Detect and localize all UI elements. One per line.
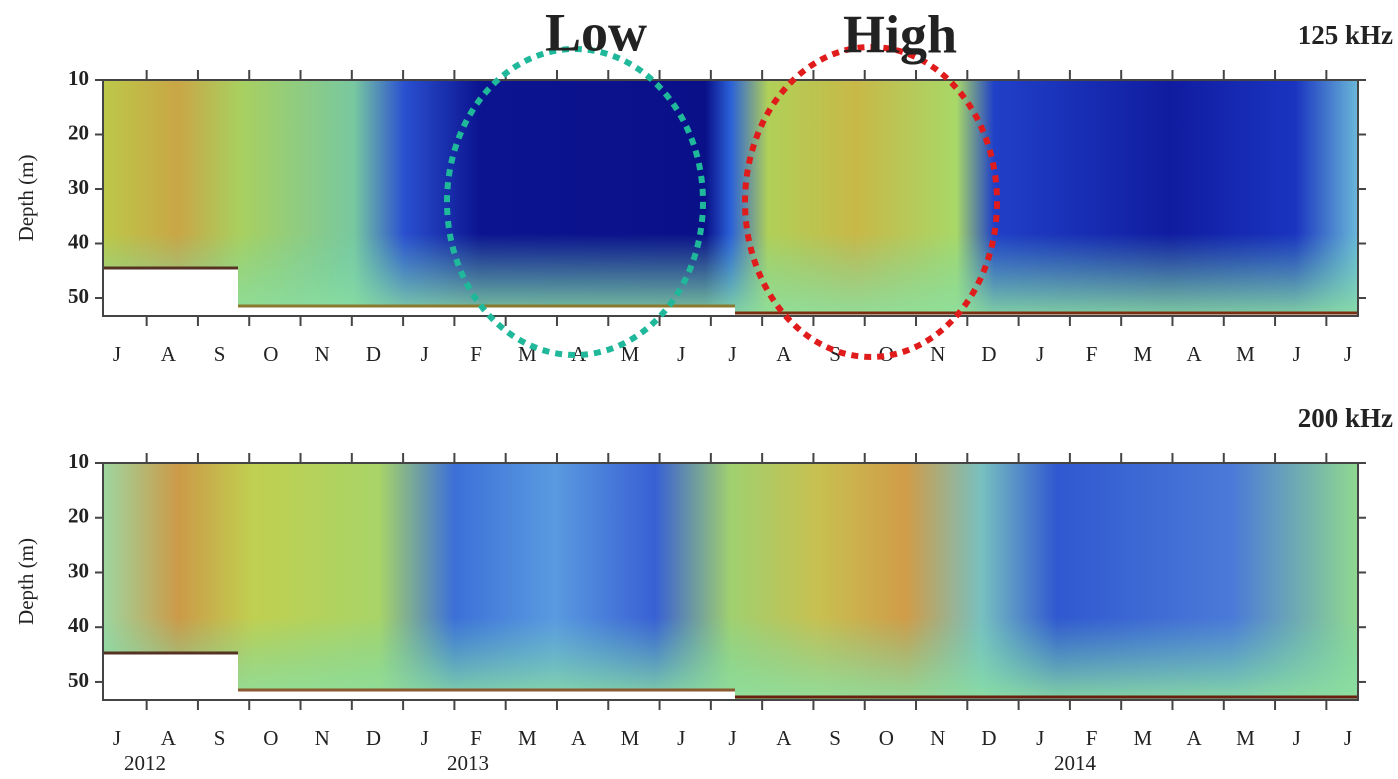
x-tick-label: A [776,726,792,750]
x-tick-label: M [1236,726,1255,750]
x-tick-label: A [776,342,792,366]
below-seafloor [104,653,238,699]
x-tick-label: N [315,726,330,750]
x-tick-label: F [470,342,482,366]
below-seafloor [104,268,238,315]
x-tick-label: M [1236,342,1255,366]
x-tick-label: M [621,726,640,750]
x-tick-label: J [113,342,121,366]
x-tick-label: J [728,726,736,750]
panel-2-image [103,463,1358,700]
x-tick-label: O [879,342,894,366]
echogram-shade [103,80,1358,316]
x-tick-label: J [1344,726,1352,750]
x-tick-label: N [930,726,945,750]
x-tick-label: D [981,726,996,750]
y-tick-label: 40 [68,613,89,637]
y-axis-label: Depth (m) [14,155,38,242]
y-tick-label: 20 [68,504,89,528]
year-label: 2012 [124,751,166,775]
x-tick-label: J [421,342,429,366]
x-tick-label: J [677,342,685,366]
x-tick-label: N [930,342,945,366]
x-tick-label: J [1036,726,1044,750]
x-tick-label: J [421,726,429,750]
x-tick-label: M [1133,342,1152,366]
year-label: 2013 [447,751,489,775]
annotation-label: Low [545,2,647,62]
x-tick-label: J [1293,342,1301,366]
y-tick-label: 40 [68,229,89,253]
x-tick-label: A [161,726,177,750]
below-seafloor [238,307,735,315]
plot-frame [102,79,1359,317]
y-tick-label: 10 [68,449,89,473]
y-tick-label: 20 [68,120,89,144]
x-tick-label: J [1293,726,1301,750]
x-tick-label: M [621,342,640,366]
x-tick-label: S [214,342,226,366]
x-tick-label: D [366,342,381,366]
x-tick-label: J [728,342,736,366]
x-tick-label: F [470,726,482,750]
x-tick-label: S [829,342,841,366]
panel-title: 125 kHz [1298,20,1393,50]
panel-title: 200 kHz [1298,403,1393,433]
x-tick-label: A [571,726,587,750]
x-tick-label: M [1133,726,1152,750]
y-tick-label: 30 [68,558,89,582]
x-tick-label: S [214,726,226,750]
x-tick-label: D [366,726,381,750]
x-tick-label: J [113,726,121,750]
x-tick-label: A [1187,342,1203,366]
x-tick-label: O [263,342,278,366]
year-label: 2014 [1054,751,1097,775]
x-tick-label: O [879,726,894,750]
y-axis-label: Depth (m) [14,538,38,625]
y-tick-label: 50 [68,668,89,692]
below-seafloor [238,691,735,699]
y-tick-label: 30 [68,175,89,199]
x-tick-label: J [1344,342,1352,366]
y-tick-label: 50 [68,284,89,308]
x-tick-label: F [1086,726,1098,750]
x-tick-label: D [981,342,996,366]
annotation-ellipse [444,46,706,358]
annotation-label: High [843,4,957,64]
panel-1-image [103,80,1358,316]
x-tick-label: A [571,342,587,366]
x-tick-label: O [263,726,278,750]
x-tick-label: A [1187,726,1203,750]
plot-frame [102,462,1359,701]
echogram-shade [103,463,1358,700]
annotation-ellipse [742,44,1000,360]
x-tick-label: S [829,726,841,750]
x-tick-label: F [1086,342,1098,366]
x-tick-label: J [677,726,685,750]
x-tick-label: A [161,342,177,366]
x-tick-label: M [518,726,537,750]
x-tick-label: J [1036,342,1044,366]
y-tick-label: 10 [68,66,89,90]
x-tick-label: N [315,342,330,366]
